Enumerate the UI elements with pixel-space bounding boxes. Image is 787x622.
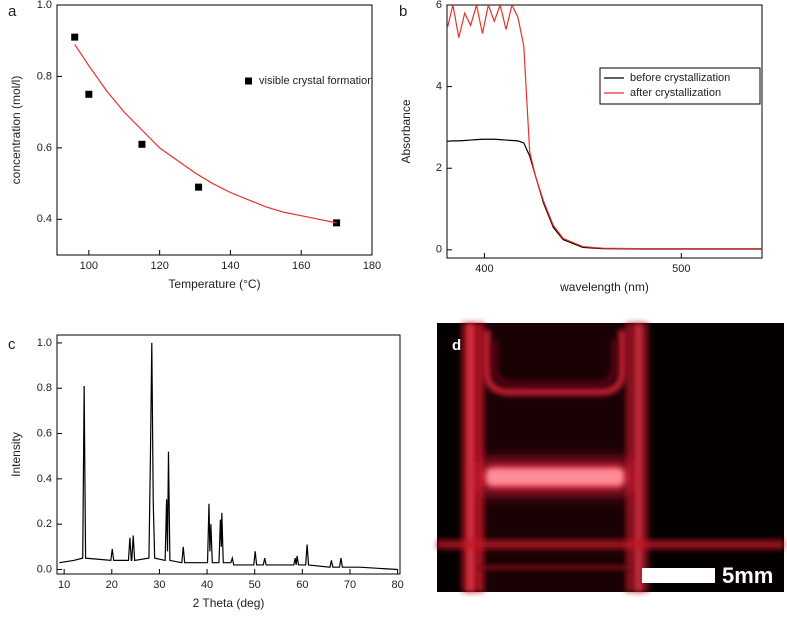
x-tick-label: 50	[249, 579, 261, 591]
x-tick-label: 60	[296, 579, 308, 591]
cuvette-inside	[480, 323, 630, 592]
legend-label: after crystallization	[630, 87, 721, 99]
y-axis-title: concentration (mol/l)	[9, 76, 23, 185]
y-tick-label: 0.4	[37, 213, 52, 225]
data-line	[447, 5, 762, 250]
legend-label: before crystallization	[630, 72, 730, 84]
cuvette-meniscus	[484, 330, 625, 395]
reflection	[480, 565, 630, 570]
data-line	[447, 138, 762, 250]
cuvette-edge	[636, 323, 641, 592]
cuvette-bottom	[437, 540, 784, 549]
data-point	[195, 183, 203, 191]
laser-beam	[486, 468, 624, 486]
x-tick-label: 140	[221, 260, 239, 272]
plot-area	[447, 5, 762, 250]
chart: c 0.0 0.2 0.4 0.6 0.8 1.0 10 20 30 40 50 60 70 80 2 The…	[8, 334, 404, 610]
scale-bar	[642, 568, 715, 583]
y-tick-label: 2	[436, 162, 442, 174]
y-tick-label: 0.6	[37, 142, 52, 154]
panel-label: d	[452, 337, 461, 354]
x-tick-label: 70	[344, 579, 356, 591]
cuvette-edge	[468, 323, 473, 592]
y-tick-label: 1.0	[37, 0, 52, 11]
plot-area	[71, 33, 341, 227]
plot-area	[59, 342, 398, 571]
legend: before crystallization after crystallizat…	[599, 67, 761, 105]
panel-label: b	[399, 3, 407, 20]
plot-frame	[56, 334, 401, 575]
panel-label: a	[8, 3, 17, 20]
y-tick-label: 0.8	[37, 382, 52, 394]
y-tick-label: 0.4	[37, 473, 52, 485]
x-axis-title: 2 Theta (deg)	[193, 596, 265, 610]
x-tick-label: 80	[391, 579, 403, 591]
x-axis-title: wavelength (nm)	[559, 280, 649, 294]
data-line	[59, 342, 398, 571]
y-tick-label: 1.0	[37, 337, 52, 349]
x-axis-title: Temperature (°C)	[168, 277, 260, 291]
y-tick-label: 0.0	[37, 563, 52, 575]
data-line	[74, 43, 337, 224]
y-axis-title: Absorbance	[399, 99, 413, 163]
data-point	[85, 90, 93, 98]
legend-marker	[245, 77, 252, 85]
x-tick-label: 180	[363, 260, 381, 272]
data-point	[71, 33, 79, 41]
x-tick-label: 20	[106, 579, 118, 591]
y-tick-label: 0.8	[37, 70, 52, 82]
y-axis-title: Intensity	[9, 432, 23, 477]
scale-text: 5mm	[722, 563, 773, 588]
y-tick-label: 0	[436, 244, 442, 256]
legend-label: visible crystal formation	[259, 75, 373, 87]
x-tick-label: 400	[475, 263, 493, 275]
plot-frame	[446, 4, 763, 259]
cuvette-meniscus	[493, 340, 616, 386]
plot-frame	[56, 4, 373, 256]
x-tick-label: 160	[292, 260, 310, 272]
x-tick-label: 40	[201, 579, 213, 591]
panel-label: c	[8, 336, 16, 353]
x-tick-label: 30	[153, 579, 165, 591]
y-tick-label: 0.2	[37, 518, 52, 530]
data-point	[138, 140, 146, 148]
x-tick-label: 120	[150, 260, 168, 272]
legend: visible crystal formation	[245, 75, 373, 87]
y-tick-label: 0.6	[37, 427, 52, 439]
x-tick-label: 10	[58, 579, 70, 591]
chart: b 0 2 4 6 400 500 wavelength (nm) Absorbance befo…	[399, 0, 763, 294]
x-tick-label: 100	[80, 260, 98, 272]
chart: a 0.4 0.6 0.8 1.0 100 120 140 160 180 Temperature …	[8, 0, 381, 291]
x-tick-label: 500	[672, 263, 690, 275]
legend-frame	[599, 67, 761, 105]
y-tick-label: 4	[436, 81, 442, 93]
photo: 5mm d	[437, 323, 784, 592]
y-tick-label: 6	[436, 0, 442, 11]
